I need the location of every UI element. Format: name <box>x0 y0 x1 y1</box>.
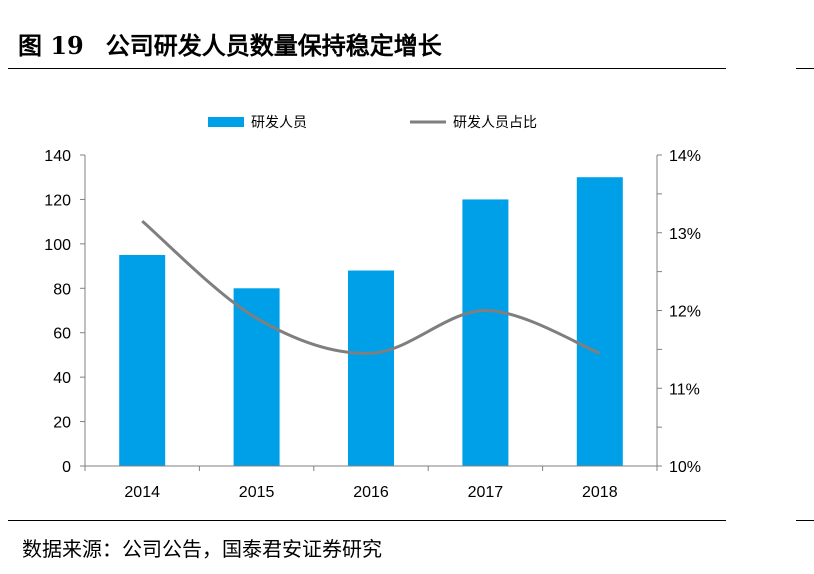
x-tick-label: 2017 <box>468 484 504 501</box>
line-share <box>141 219 601 355</box>
source-note: 数据来源：公司公告，国泰君安证券研究 <box>22 537 382 561</box>
figure-number: 图 19 <box>18 31 84 60</box>
axes: 0 20 40 60 80 100 120 140 10% 11% 12% 13% 14% 2014 201… <box>44 148 701 501</box>
source-rule-right <box>796 520 814 521</box>
line-series <box>141 219 601 355</box>
y-left-tick-label: 20 <box>53 415 71 432</box>
y-right-tick-label: 14% <box>669 148 701 165</box>
legend-label-line: 研发人员占比 <box>453 115 537 131</box>
bar-2018 <box>576 177 623 466</box>
bar-2015 <box>233 288 280 466</box>
figure-title-text: 公司研发人员数量保持稳定增长 <box>105 31 442 60</box>
y-left-tick-label: 140 <box>44 148 71 165</box>
y-left-tick-label: 100 <box>44 237 71 254</box>
y-left-tick-label: 120 <box>44 192 71 209</box>
y-right-tick-label: 11% <box>669 381 700 398</box>
x-tick-label: 2018 <box>582 484 618 501</box>
y-left-tick-label: 80 <box>53 281 71 298</box>
x-tick-label: 2015 <box>239 484 275 501</box>
bar-series <box>119 177 623 466</box>
legend-label-bar: 研发人员 <box>251 115 307 131</box>
y-right-tick-label: 13% <box>669 226 701 243</box>
title-rule-right <box>796 68 814 69</box>
bar-2017 <box>462 199 509 466</box>
y-right-tick-label: 12% <box>669 304 701 321</box>
source-rule <box>8 520 726 521</box>
y-left-tick-label: 40 <box>53 370 71 387</box>
figure-title: 图 19 公司研发人员数量保持稳定增长 <box>18 26 442 61</box>
x-tick-label: 2016 <box>353 484 389 501</box>
legend-swatch-bar <box>208 117 244 127</box>
y-left-tick-label: 0 <box>62 459 71 476</box>
legend: 研发人员 研发人员占比 <box>208 115 537 131</box>
bar-2014 <box>119 254 166 466</box>
x-tick-label: 2014 <box>124 484 160 501</box>
y-right-tick-label: 10% <box>669 459 701 476</box>
title-rule <box>8 68 726 69</box>
y-left-tick-label: 60 <box>53 326 71 343</box>
bar-2016 <box>348 270 394 466</box>
